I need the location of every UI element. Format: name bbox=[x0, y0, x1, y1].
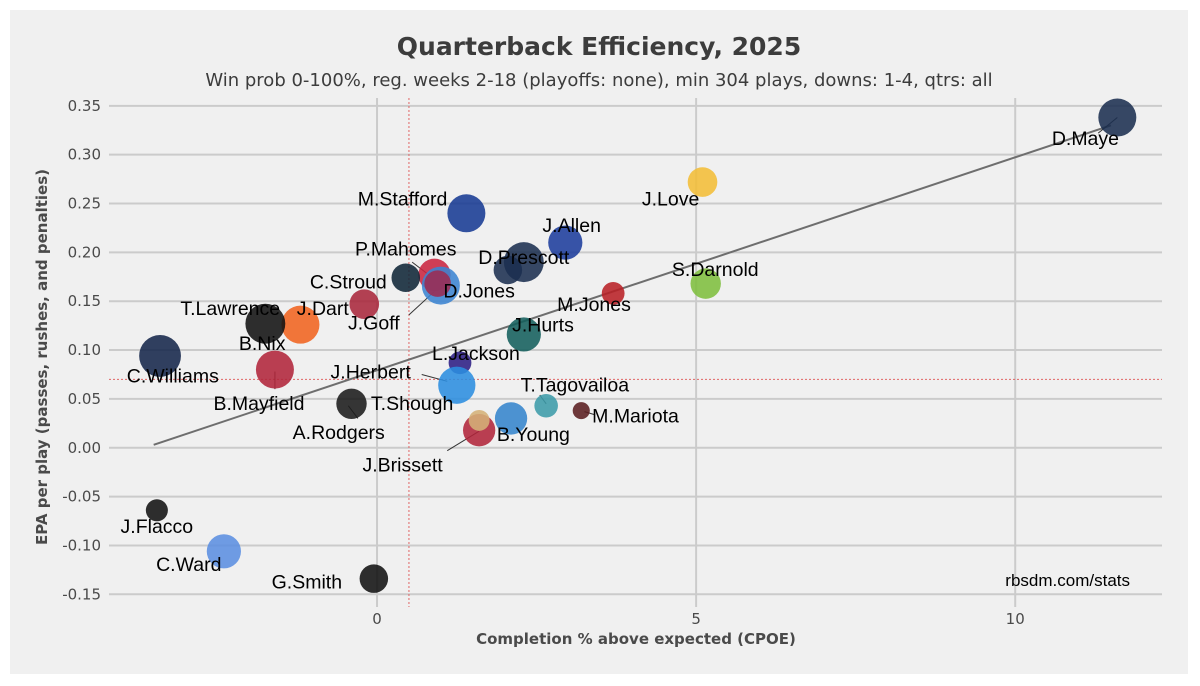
qb-label: S.Darnold bbox=[672, 259, 759, 281]
qb-label: T.Shough bbox=[371, 393, 453, 415]
qb-label: J.Goff bbox=[348, 313, 400, 335]
y-tick-label: 0.10 bbox=[68, 341, 101, 359]
qb-point bbox=[281, 305, 320, 344]
qb-point bbox=[349, 289, 380, 319]
qb-point bbox=[145, 499, 168, 522]
qb-point bbox=[690, 268, 721, 299]
y-tick-label: 0.35 bbox=[68, 97, 101, 115]
qb-label: J.Love bbox=[642, 189, 699, 211]
y-tick-label: -0.10 bbox=[62, 536, 101, 554]
qb-point bbox=[245, 303, 286, 344]
qb-point bbox=[548, 225, 583, 260]
qb-label: P.Mahomes bbox=[355, 238, 457, 260]
y-tick-label: -0.05 bbox=[62, 488, 101, 506]
x-tick-label: 0 bbox=[372, 610, 382, 628]
qb-point bbox=[336, 388, 367, 419]
qb-label: J.Herbert bbox=[331, 362, 412, 384]
qb-label: D.Maye bbox=[1052, 128, 1119, 150]
qb-point bbox=[468, 409, 490, 431]
data-points bbox=[139, 98, 1137, 593]
qb-label: T.Lawrence bbox=[180, 298, 280, 320]
qb-point bbox=[424, 270, 451, 297]
qb-label: M.Stafford bbox=[358, 189, 448, 211]
qb-label: T.Tagovailoa bbox=[521, 374, 630, 396]
y-tick-label: 0.30 bbox=[68, 146, 101, 164]
qb-label: B.Young bbox=[497, 424, 570, 446]
qb-label: J.Dart bbox=[297, 298, 350, 320]
qb-point bbox=[391, 263, 421, 293]
qb-point bbox=[506, 317, 541, 352]
qb-label: J.Brissett bbox=[362, 454, 443, 476]
qb-point bbox=[255, 350, 294, 389]
qb-point bbox=[206, 534, 241, 569]
qb-label: M.Mariota bbox=[592, 406, 679, 428]
qb-point bbox=[572, 402, 590, 420]
y-tick-label: 0.15 bbox=[68, 292, 101, 310]
x-axis-title: Completion % above expected (CPOE) bbox=[476, 630, 796, 648]
qb-point bbox=[1098, 98, 1137, 137]
qb-label: B.Nix bbox=[239, 333, 286, 355]
chart-title: Quarterback Efficiency, 2025 bbox=[396, 32, 802, 61]
qb-point bbox=[601, 281, 625, 305]
qb-label: J.Hurts bbox=[512, 315, 574, 337]
x-tick-label: 10 bbox=[1006, 610, 1025, 628]
qb-point bbox=[687, 167, 718, 197]
y-tick-label: 0.00 bbox=[68, 439, 101, 457]
credit-text: rbsdm.com/stats bbox=[1005, 571, 1130, 590]
qb-label: G.Smith bbox=[272, 572, 342, 594]
qb-label: B.Mayfield bbox=[213, 393, 304, 415]
qb-point bbox=[534, 393, 558, 418]
chart-subtitle: Win prob 0-100%, reg. weeks 2-18 (playof… bbox=[205, 70, 993, 91]
qb-label: J.Allen bbox=[542, 215, 601, 237]
qb-point bbox=[447, 194, 486, 233]
mean-reference-lines bbox=[109, 98, 1162, 607]
y-tick-label: 0.25 bbox=[68, 195, 101, 213]
qb-point bbox=[494, 402, 528, 435]
qb-label: D.Jones bbox=[443, 280, 515, 302]
qb-label: J.Flacco bbox=[121, 516, 194, 538]
qb-label: C.Stroud bbox=[310, 272, 387, 294]
axis-ticks: 0.35 0.30 0.25 0.20 0.15 0.10 0.05 0.00 -0.05 -0.… bbox=[62, 97, 1025, 628]
point-labels: D.Maye J.Love M.Stafford J.Allen P.Mahomes D.… bbox=[121, 128, 1119, 594]
trend-line-group bbox=[153, 124, 1112, 446]
grid-lines bbox=[109, 98, 1162, 607]
chart-frame: Quarterback Efficiency, 2025 Win prob 0-… bbox=[10, 10, 1188, 674]
y-tick-label: -0.15 bbox=[62, 585, 101, 603]
y-axis-title: EPA per play (passes, rushes, and penalt… bbox=[33, 169, 51, 545]
qb-label: L.Jackson bbox=[432, 343, 520, 365]
qb-point bbox=[359, 564, 389, 593]
trend-line bbox=[153, 124, 1112, 446]
y-tick-label: 0.20 bbox=[68, 243, 101, 261]
qb-point bbox=[493, 255, 523, 285]
qb-label: C.Williams bbox=[127, 365, 219, 387]
qb-point bbox=[438, 366, 476, 404]
x-tick-label: 5 bbox=[691, 610, 701, 628]
qb-label: C.Ward bbox=[156, 554, 221, 576]
y-tick-label: 0.05 bbox=[68, 390, 101, 408]
qb-point bbox=[139, 335, 181, 377]
qb-label: M.Jones bbox=[557, 294, 631, 316]
qb-label: A.Rodgers bbox=[293, 422, 385, 444]
qb-label: D.Prescott bbox=[478, 247, 570, 269]
